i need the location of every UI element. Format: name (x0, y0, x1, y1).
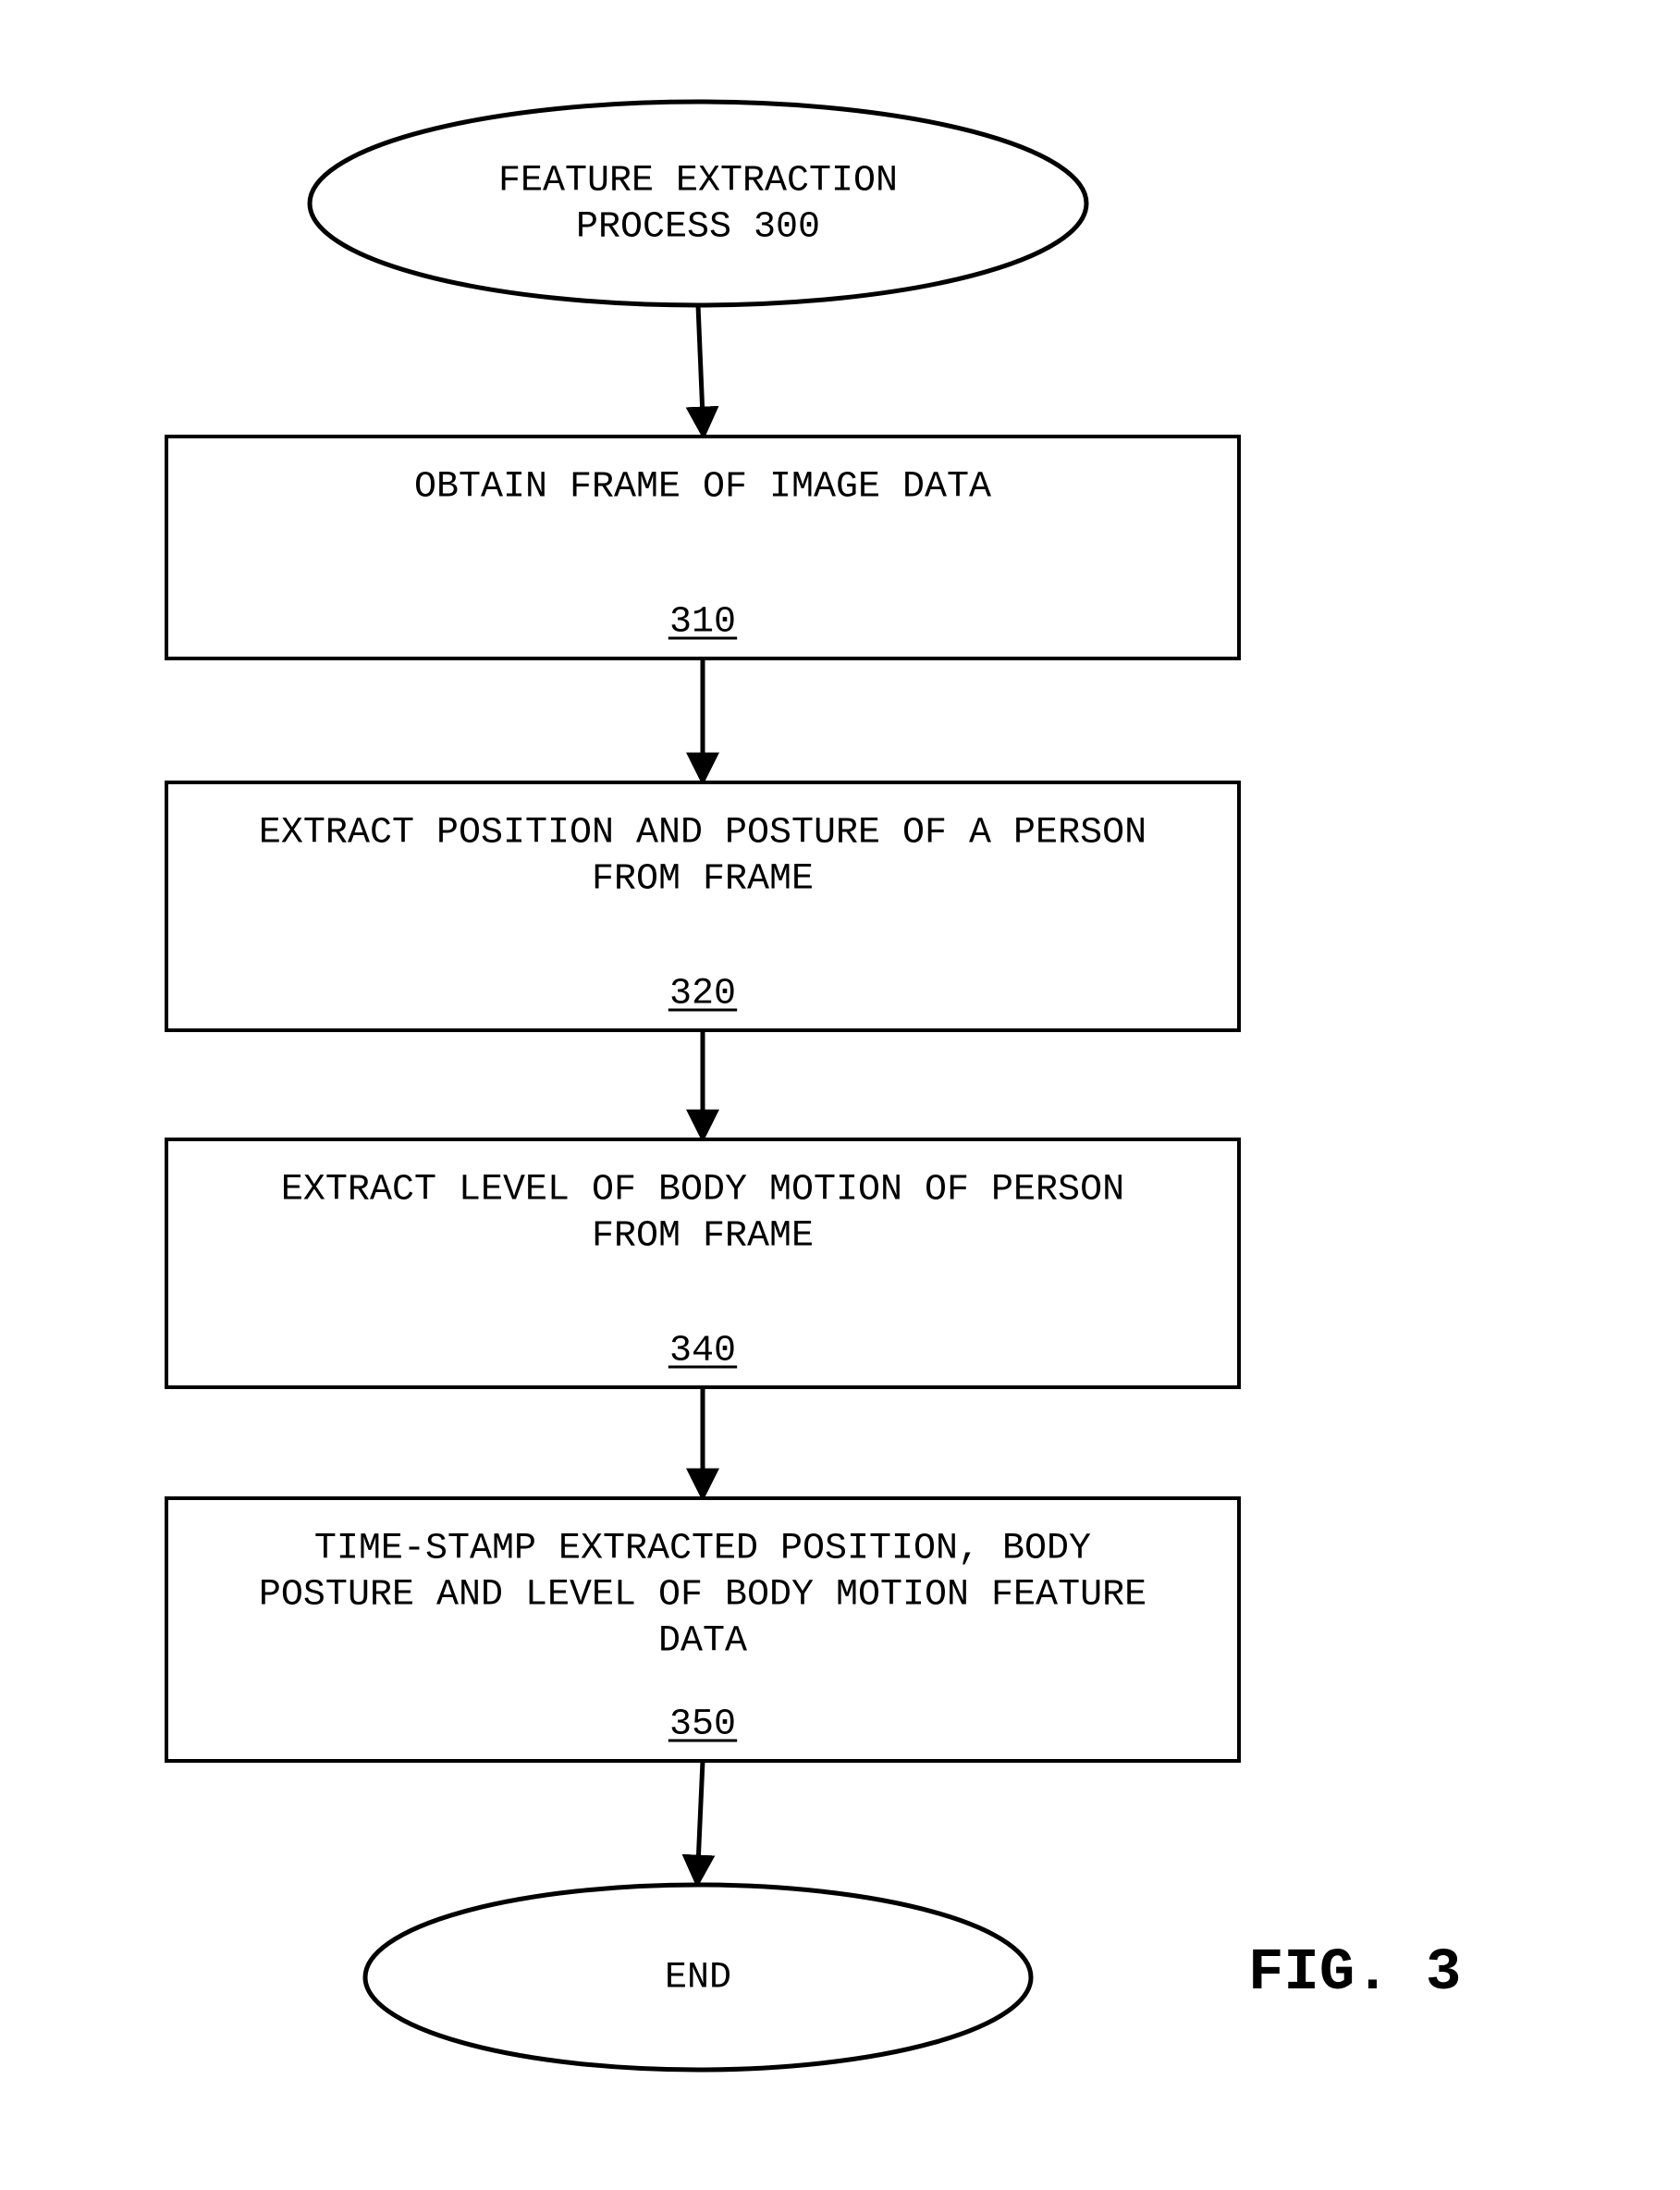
flow-terminator: END (365, 1885, 1031, 2070)
flow-arrow (698, 305, 703, 416)
node-text: POSTURE AND LEVEL OF BODY MOTION FEATURE (259, 1575, 1147, 1617)
node-text: DATA (658, 1621, 747, 1663)
node-text: FROM FRAME (592, 1216, 814, 1258)
flow-process: EXTRACT POSITION AND POSTURE OF A PERSON… (166, 782, 1239, 1030)
node-text: EXTRACT POSITION AND POSTURE OF A PERSON (259, 813, 1147, 855)
node-text: FROM FRAME (592, 859, 814, 901)
flowchart-canvas: FEATURE EXTRACTIONPROCESS 300 OBTAIN FRAM… (0, 0, 1680, 2190)
node-text: EXTRACT LEVEL OF BODY MOTION OF PERSON (281, 1170, 1124, 1212)
node-text: FEATURE EXTRACTION (498, 161, 898, 203)
flow-arrow (698, 1761, 703, 1864)
node-text: TIME-STAMP EXTRACTED POSITION, BODY (314, 1529, 1091, 1570)
flow-process: EXTRACT LEVEL OF BODY MOTION OF PERSONFR… (166, 1139, 1239, 1387)
figure-label: FIG. 3 (1248, 1940, 1461, 2007)
node-text: PROCESS 300 (576, 207, 820, 249)
node-text: OBTAIN FRAME OF IMAGE DATA (414, 467, 991, 509)
flow-process: OBTAIN FRAME OF IMAGE DATA310 (166, 437, 1239, 658)
flow-terminator: FEATURE EXTRACTIONPROCESS 300 (310, 102, 1086, 305)
node-text: END (665, 1958, 731, 1999)
flow-process: TIME-STAMP EXTRACTED POSITION, BODY POSTU… (166, 1498, 1239, 1761)
